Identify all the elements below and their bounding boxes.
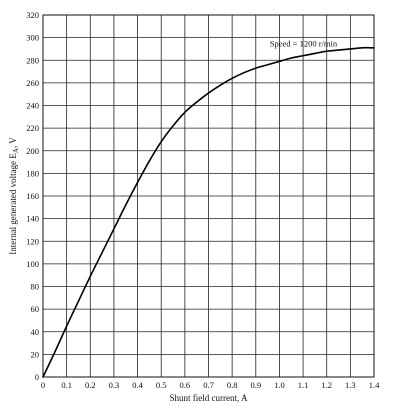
x-tick-label: 0.6 — [180, 380, 191, 390]
speed-annotation: Speed = 1200 r/min — [270, 39, 338, 49]
y-tick-label: 240 — [26, 101, 39, 111]
y-tick-label: 120 — [26, 236, 39, 246]
y-tick-label: 220 — [26, 123, 39, 133]
x-tick-label: 0 — [41, 380, 45, 390]
y-tick-label: 140 — [26, 214, 39, 224]
y-axis-label-unit: , V — [8, 137, 18, 148]
y-axis-label-main: Internal generated voltage E — [8, 153, 18, 255]
x-tick-labels: 0 0.1 0.2 0.3 0.4 0.5 0.6 0.7 0.8 0.9 1.0 1.1 1.2 1.3… — [41, 380, 380, 390]
x-tick-label: 1.0 — [274, 380, 285, 390]
y-tick-label: 180 — [26, 168, 39, 178]
x-tick-label: 1.3 — [345, 380, 356, 390]
y-tick-label: 80 — [31, 282, 40, 292]
x-tick-label: 1.2 — [321, 380, 332, 390]
x-tick-label: 0.9 — [250, 380, 261, 390]
plot-frame — [42, 14, 375, 378]
y-tick-label: 260 — [26, 78, 39, 88]
x-axis-label: Shunt field current, A — [170, 393, 248, 403]
grid — [42, 14, 375, 378]
y-tick-label: 160 — [26, 191, 39, 201]
x-tick-label: 1.1 — [298, 380, 309, 390]
x-tick-label: 0.3 — [109, 380, 120, 390]
y-tick-label: 300 — [26, 33, 39, 43]
x-tick-label: 0.1 — [61, 380, 72, 390]
y-tick-label: 0 — [35, 372, 39, 382]
x-tick-label: 0.4 — [132, 380, 143, 390]
x-tick-label: 1.4 — [369, 380, 380, 390]
y-tick-label: 60 — [31, 304, 40, 314]
y-tick-label: 320 — [26, 10, 39, 20]
y-tick-label: 100 — [26, 259, 39, 269]
y-tick-label: 200 — [26, 146, 39, 156]
magnetization-curve — [42, 46, 375, 378]
y-tick-label: 280 — [26, 55, 39, 65]
x-tick-label: 0.2 — [85, 380, 96, 390]
y-tick-label: 20 — [31, 349, 40, 359]
x-tick-label: 0.7 — [203, 380, 214, 390]
y-tick-label: 40 — [31, 327, 40, 337]
y-tick-labels: 0 20 40 60 80 100 120 140 160 180 200 220 240 260 280 3… — [26, 10, 39, 382]
y-axis-label: Internal generated voltage EA, V — [8, 137, 20, 255]
x-tick-label: 0.5 — [156, 380, 167, 390]
x-tick-label: 0.8 — [227, 380, 238, 390]
y-axis-label-subscript: A — [12, 148, 20, 153]
